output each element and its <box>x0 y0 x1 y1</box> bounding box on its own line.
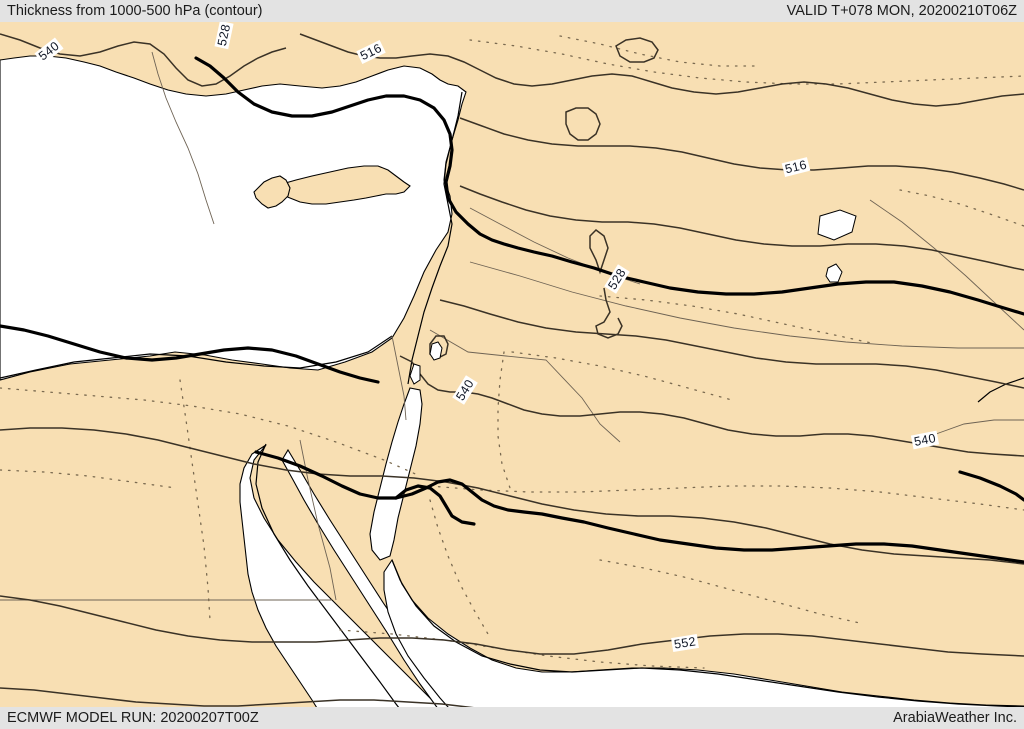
model-run-label: ECMWF MODEL RUN: 20200207T00Z <box>7 710 259 726</box>
contour-bold-aqaba-elbow <box>394 484 476 526</box>
contour-552-bold <box>254 450 1024 564</box>
cyprus-west-lobe <box>253 175 291 209</box>
dotted-border-east-edge <box>899 189 1024 227</box>
border-egypt-nile <box>299 439 337 601</box>
contour-532-mid <box>439 299 1024 389</box>
dotted-border-arabia-se <box>599 559 865 625</box>
contour-small-closed-a <box>565 107 601 141</box>
contour-552-bottom <box>0 595 1024 657</box>
coastlines <box>0 91 1024 723</box>
dotted-border-iran-interior <box>559 35 761 67</box>
contour-wiggle-center <box>589 229 609 275</box>
dotted-border-saudi-yemen <box>511 351 733 401</box>
dotted-border-saudi-iraq <box>429 485 1024 511</box>
dotted-border-turkey-iraq <box>469 39 1024 85</box>
contour-528-bold <box>194 56 1024 316</box>
contour-516-upper <box>299 33 1024 107</box>
sinai-coast-west <box>255 443 411 723</box>
contour-540-bold-left <box>0 324 380 384</box>
contour-small-closed-b <box>615 37 659 63</box>
border-egypt-israel <box>391 335 407 421</box>
contour-lines-thin <box>0 33 1024 723</box>
arabia-coast <box>391 559 1024 708</box>
header-bar: Thickness from 1000-500 hPa (contour) VA… <box>0 0 1024 22</box>
valid-time-label: VALID T+078 MON, 20200210T06Z <box>786 3 1017 19</box>
dotted-border-sinai-negev <box>0 387 421 477</box>
contour-520-mid <box>459 117 1024 191</box>
gulf-of-aqaba <box>369 387 423 561</box>
page-title: Thickness from 1000-500 hPa (contour) <box>7 3 263 19</box>
water-bodies <box>0 55 1024 729</box>
cyprus-island <box>271 165 411 205</box>
border-jordan-saudi <box>429 329 621 443</box>
contour-lines-thick <box>0 56 1024 564</box>
contour-bold-lower-right <box>958 470 1024 502</box>
red-sea <box>239 444 471 729</box>
contour-544-lower <box>0 427 1024 565</box>
mediterranean-sea <box>0 55 467 381</box>
border-turkey-syria <box>151 51 215 225</box>
contour-wiggle-below-528 <box>595 287 623 339</box>
minor-features <box>409 209 857 385</box>
island-qeshm <box>817 209 857 241</box>
footer-bar: ECMWF MODEL RUN: 20200207T00Z ArabiaWeat… <box>0 707 1024 729</box>
national-borders-dotted <box>0 35 1024 669</box>
lake-tiberias <box>429 341 443 361</box>
national-borders-solid <box>0 51 1024 601</box>
border-gulf-states <box>935 419 1024 435</box>
provider-label: ArabiaWeather Inc. <box>893 710 1017 726</box>
dead-sea <box>409 363 421 385</box>
island-bahrain <box>825 263 843 283</box>
dotted-border-sudan <box>339 629 705 669</box>
persian-gulf-coast <box>977 377 1024 403</box>
contour-540-topleft <box>0 33 287 87</box>
contour-524-mid <box>459 185 1024 271</box>
border-iraq-saudi <box>469 261 1024 349</box>
arabian-sea-basin <box>383 558 1024 729</box>
egypt-coast <box>0 335 393 379</box>
